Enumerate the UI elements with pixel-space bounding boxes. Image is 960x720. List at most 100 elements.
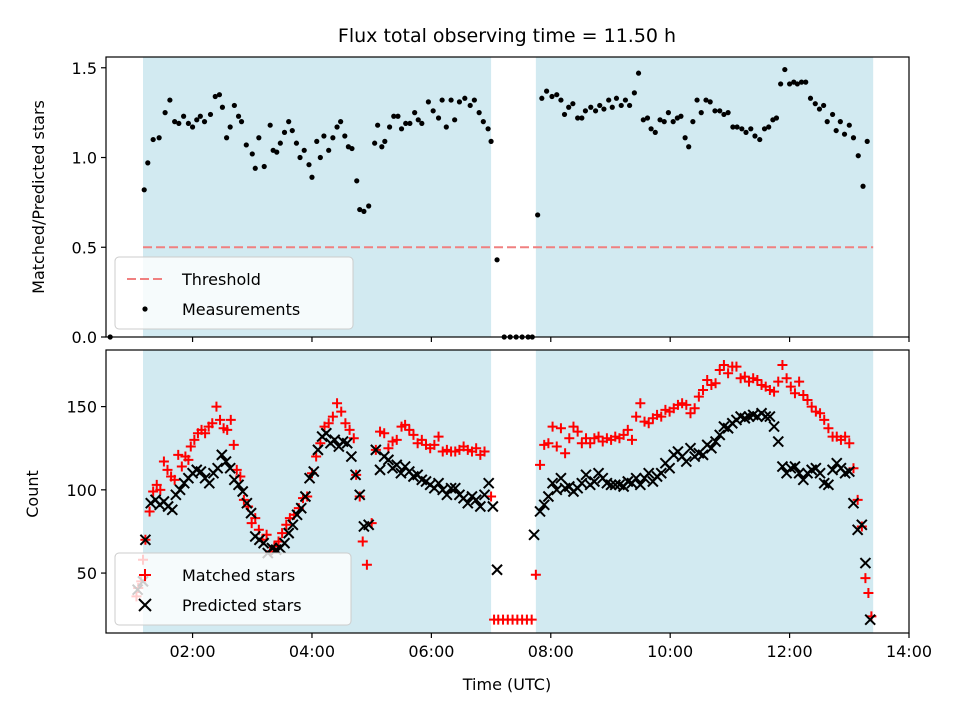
- predicted-stars-marker: [345, 450, 358, 463]
- predicted-stars-marker: [663, 462, 676, 474]
- matched-stars-marker: [327, 411, 338, 422]
- measurement-point: [682, 135, 688, 141]
- matched-stars-marker: [543, 438, 554, 449]
- measurement-point: [829, 111, 836, 118]
- matched-stars-marker: [781, 373, 792, 384]
- matched-stars-marker: [228, 439, 239, 450]
- measurement-point: [338, 119, 344, 125]
- predicted-stars-marker: [291, 509, 303, 521]
- measurement-point: [721, 111, 727, 118]
- measurement-point: [201, 119, 208, 125]
- measurement-point: [812, 101, 818, 107]
- matched-stars-marker: [148, 486, 159, 497]
- predicted-stars-marker: [470, 494, 482, 506]
- measurement-point: [452, 117, 458, 123]
- measurement-point: [739, 126, 745, 132]
- measurement-point: [167, 97, 173, 103]
- measurement-point: [488, 138, 494, 144]
- predicted-stars-marker: [630, 472, 642, 484]
- measurement-point: [197, 113, 203, 119]
- measurement-point: [635, 70, 642, 76]
- predicted-stars-marker: [211, 462, 224, 474]
- measurement-point: [837, 119, 843, 125]
- measurement-point: [172, 119, 178, 125]
- matched-stars-marker: [158, 456, 169, 467]
- measurement-point: [734, 124, 740, 130]
- matched-stars-marker: [231, 464, 242, 475]
- measurement-point: [575, 115, 581, 121]
- measurement-point: [816, 106, 823, 112]
- predicted-stars-marker: [605, 479, 617, 491]
- predicted-stars-marker: [308, 465, 320, 478]
- matched-stars-marker: [718, 359, 729, 370]
- matched-stars-marker: [207, 418, 218, 429]
- measurement-point: [212, 93, 218, 100]
- count-x-tick-label: 08:00: [528, 642, 574, 661]
- predicted-stars-marker: [287, 519, 299, 531]
- predicted-stars-marker: [370, 444, 382, 456]
- measurement-point: [730, 124, 736, 130]
- measurement-point: [181, 113, 187, 119]
- predicted-stars-marker: [580, 469, 592, 481]
- measurement-point: [582, 108, 589, 114]
- measurement-point: [485, 126, 491, 132]
- measurement-point: [613, 95, 620, 101]
- measurement-point: [778, 81, 784, 87]
- measurement-point: [686, 144, 692, 150]
- predicted-stars-marker: [441, 489, 453, 501]
- measurement-point: [141, 187, 147, 193]
- predicted-stars-marker: [684, 442, 697, 454]
- matched-stars-marker: [693, 391, 704, 402]
- measurement-point: [644, 115, 651, 121]
- matched-stars-marker: [844, 438, 855, 449]
- measurement-point: [289, 127, 295, 134]
- measurement-point: [535, 212, 541, 218]
- measurement-point: [395, 113, 401, 119]
- predicted-stars-marker: [551, 484, 563, 496]
- predicted-stars-marker: [341, 437, 353, 449]
- matched-stars-marker: [635, 398, 646, 409]
- matched-stars-marker: [361, 559, 372, 570]
- measurement-point: [189, 124, 196, 130]
- measurement-point: [622, 97, 629, 103]
- count-x-tick-label: 06:00: [408, 642, 454, 661]
- matched-stars-marker: [222, 424, 233, 435]
- measurement-point: [597, 102, 603, 109]
- measurement-point: [698, 110, 704, 116]
- measurement-point: [606, 97, 612, 103]
- matched-stars-marker: [215, 414, 226, 425]
- measurement-point: [293, 140, 300, 146]
- matched-stars-marker: [785, 381, 796, 392]
- predicted-stars-marker: [764, 410, 776, 423]
- matched-stars-marker: [323, 418, 334, 429]
- ratio-y-tick-label: 1.5: [72, 59, 97, 78]
- matched-stars-marker: [777, 359, 788, 370]
- measurement-point: [435, 115, 442, 121]
- measurement-point: [678, 113, 684, 119]
- measurement-point: [782, 66, 788, 73]
- ratio-legend: Threshold Measurements: [114, 256, 354, 330]
- measurement-point: [476, 110, 482, 116]
- measurement-point: [786, 81, 793, 87]
- measurement-point: [306, 162, 312, 168]
- measurement-point: [261, 163, 267, 170]
- matched-stars-marker: [200, 428, 211, 439]
- predicted-stars-marker: [482, 477, 495, 489]
- measurement-point: [592, 108, 599, 114]
- measurement-point: [661, 119, 667, 125]
- matched-stars-marker: [802, 394, 813, 405]
- count-y-axis-label: Count: [23, 470, 42, 518]
- count-legend: Matched stars Predicted stars: [114, 552, 352, 626]
- measurement-point: [379, 144, 385, 150]
- matched-stars-marker: [336, 406, 347, 417]
- measurement-point: [354, 178, 360, 184]
- measurement-point: [277, 140, 283, 146]
- matched-stars-marker: [183, 454, 194, 465]
- measurement-point: [494, 257, 500, 263]
- measurement-point: [398, 126, 405, 132]
- measurement-point: [439, 97, 445, 103]
- measurement-point: [194, 117, 200, 123]
- measurement-point: [864, 138, 870, 144]
- measurement-point: [145, 160, 151, 166]
- measurement-point: [223, 135, 230, 141]
